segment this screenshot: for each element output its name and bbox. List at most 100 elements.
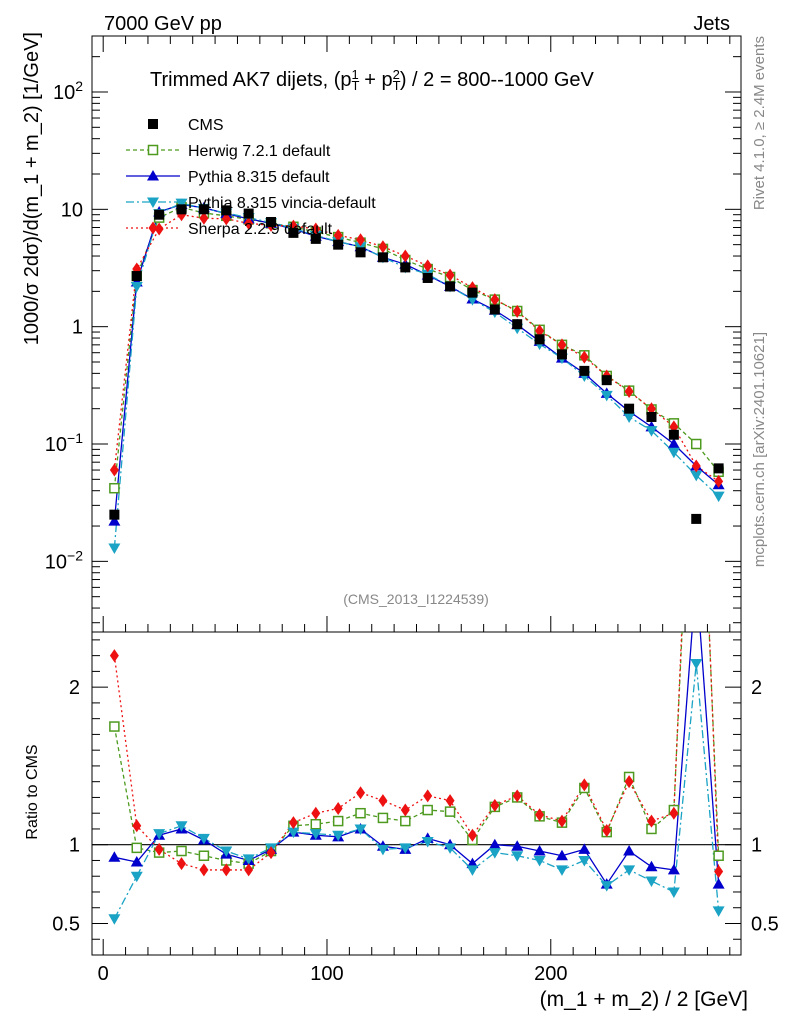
x-tick-label: 200 [534, 963, 567, 985]
series-point [512, 304, 522, 318]
ratio-y-tick-label-right: 1 [751, 835, 762, 857]
data-point [713, 463, 724, 474]
series-point [311, 222, 321, 236]
chart-title: Trimmed AK7 dijets, (pT1 + pT2) / 2 = 80… [150, 67, 595, 93]
series-point [109, 482, 120, 494]
ratio-point [332, 830, 345, 842]
ratio-point [600, 881, 613, 892]
series-point [579, 350, 589, 364]
tick-exponent: −2 [67, 548, 83, 564]
ratio-point [669, 806, 679, 820]
ratio-point [377, 812, 389, 824]
series-point [466, 295, 479, 306]
ratio-point [288, 816, 298, 830]
ratio-point [197, 833, 210, 845]
ratio-point [623, 845, 636, 856]
data-point [243, 208, 254, 219]
ratio-point [311, 806, 321, 820]
data-point [422, 272, 433, 283]
ratio-point [646, 814, 656, 828]
ratio-point [714, 864, 724, 878]
ratio-point [109, 649, 119, 663]
series-point [333, 228, 343, 242]
ratio-point [667, 863, 680, 875]
ratio-point [578, 855, 591, 867]
series-point [378, 240, 388, 254]
series-point [691, 459, 701, 473]
series-point [490, 293, 500, 307]
tick-base: 10 [45, 434, 67, 456]
series-point [624, 385, 634, 399]
series-line [113, 214, 719, 482]
data-point [266, 216, 277, 227]
header-left: 7000 GeV pp [104, 13, 222, 35]
ratio-point [645, 860, 658, 872]
x-axis-label: (m_1 + m_2) / 2 [GeV] [540, 988, 748, 1011]
series-point [535, 324, 545, 338]
series-point [557, 338, 567, 352]
ratio-point [175, 821, 188, 832]
ratio-point [287, 827, 300, 839]
series-point [712, 491, 725, 503]
legend-label: Herwig 7.2.1 default [188, 143, 331, 160]
data-point [624, 403, 635, 414]
series-point [714, 474, 724, 488]
ratio-line [114, 632, 720, 886]
ratio-point [176, 845, 187, 857]
data-point [288, 227, 299, 238]
data-point [221, 205, 232, 216]
main-ticks [92, 35, 741, 632]
x-tick-labels: 0 100 200 [98, 963, 568, 985]
ratio-point [221, 863, 231, 877]
watermark: (CMS_2013_I1224539) [343, 591, 489, 607]
data-point [131, 271, 142, 282]
series-point [667, 447, 680, 459]
series-point [690, 438, 702, 450]
ratio-point [310, 818, 322, 830]
ratio-point [713, 850, 724, 861]
ratio-y-tick-label-left: 0.5 [52, 913, 80, 935]
header-right: Jets [693, 13, 730, 35]
series-point [423, 259, 433, 273]
ratio-point [309, 829, 322, 840]
data-point [668, 429, 679, 440]
ratio-point [712, 906, 725, 917]
ratio-point [266, 846, 276, 860]
ratio-point [242, 854, 255, 865]
ratio-point [667, 887, 680, 898]
ratio-point [108, 851, 121, 862]
ratio-point [198, 850, 210, 861]
data-point [601, 375, 612, 386]
legend-marker [148, 119, 158, 129]
ratio-point [444, 806, 456, 817]
side-rivet: Rivet 4.1.0, ≥ 2.4M events [751, 36, 768, 210]
ratio-line [113, 632, 720, 865]
ratio-point [557, 814, 567, 828]
ratio-point [177, 857, 187, 871]
ratio-point [376, 844, 389, 856]
ratio-point [154, 842, 164, 856]
legend-marker [147, 197, 159, 208]
series-line [113, 206, 720, 489]
series-point [221, 212, 231, 226]
main-series-group [108, 198, 725, 554]
series-point [646, 402, 656, 416]
data-point [646, 411, 657, 422]
ratio-point [132, 819, 142, 833]
ratio-point [490, 798, 500, 812]
side-mcplots: mcplots.cern.ch [arXiv:2401.10621] [751, 332, 768, 567]
legend-marker [147, 170, 159, 181]
main-y-tick-label: 102 [53, 78, 83, 104]
tick-exponent: 2 [75, 78, 83, 94]
main-y-tick-label: 10 [61, 199, 83, 221]
ratio-point [712, 878, 725, 889]
ratio-point [332, 815, 344, 827]
ratio-point [466, 865, 479, 876]
data-point [154, 209, 165, 220]
ratio-point [535, 808, 545, 822]
ratio-point [356, 786, 366, 800]
ratio-point [555, 849, 568, 861]
main-y-tick-label: 1 [72, 317, 83, 339]
series-point [667, 438, 680, 449]
